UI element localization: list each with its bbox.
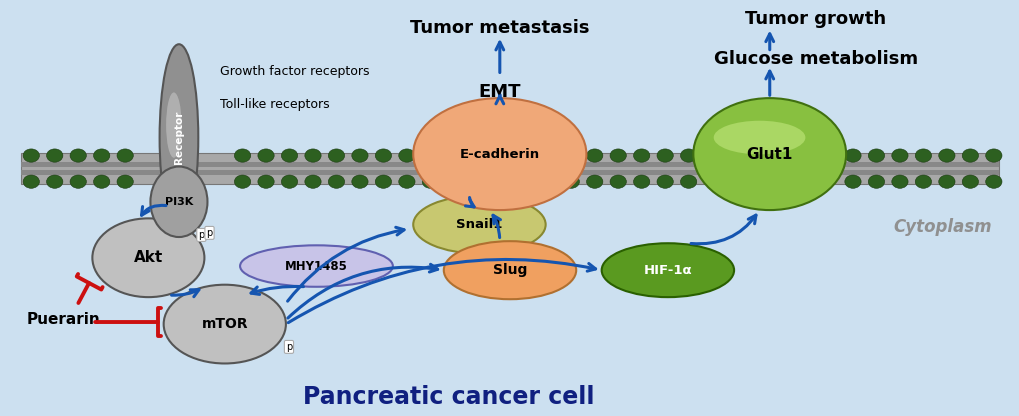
Ellipse shape xyxy=(305,149,321,162)
Ellipse shape xyxy=(961,149,977,162)
Ellipse shape xyxy=(693,98,846,210)
Ellipse shape xyxy=(914,149,930,162)
Ellipse shape xyxy=(375,175,391,188)
Text: E-cadherin: E-cadherin xyxy=(460,148,539,161)
Text: Akt: Akt xyxy=(133,250,163,265)
Ellipse shape xyxy=(844,149,860,162)
Ellipse shape xyxy=(352,175,368,188)
Text: Pancreatic cancer cell: Pancreatic cancer cell xyxy=(303,385,594,409)
Ellipse shape xyxy=(656,149,673,162)
Ellipse shape xyxy=(422,149,438,162)
Ellipse shape xyxy=(562,175,579,188)
Text: Receptor: Receptor xyxy=(174,111,183,164)
Ellipse shape xyxy=(94,149,110,162)
Ellipse shape xyxy=(656,175,673,188)
Ellipse shape xyxy=(47,175,63,188)
Ellipse shape xyxy=(281,175,298,188)
Text: MHY1485: MHY1485 xyxy=(284,260,347,272)
Text: Glut1: Glut1 xyxy=(746,146,792,161)
Ellipse shape xyxy=(680,149,696,162)
Ellipse shape xyxy=(961,175,977,188)
Ellipse shape xyxy=(234,175,251,188)
Ellipse shape xyxy=(398,149,415,162)
FancyBboxPatch shape xyxy=(21,153,998,184)
Ellipse shape xyxy=(891,175,907,188)
Ellipse shape xyxy=(258,175,274,188)
Ellipse shape xyxy=(891,149,907,162)
Text: HIF-1α: HIF-1α xyxy=(643,264,692,277)
Ellipse shape xyxy=(117,149,133,162)
Ellipse shape xyxy=(609,175,626,188)
Ellipse shape xyxy=(601,243,734,297)
Text: Puerarin: Puerarin xyxy=(26,312,100,327)
Ellipse shape xyxy=(258,149,274,162)
Ellipse shape xyxy=(352,149,368,162)
Ellipse shape xyxy=(47,149,63,162)
Ellipse shape xyxy=(413,98,586,210)
FancyBboxPatch shape xyxy=(21,162,998,167)
Ellipse shape xyxy=(239,245,392,287)
Ellipse shape xyxy=(984,175,1001,188)
Text: mTOR: mTOR xyxy=(202,317,248,331)
Ellipse shape xyxy=(23,149,40,162)
Ellipse shape xyxy=(633,175,649,188)
Text: Toll-like receptors: Toll-like receptors xyxy=(219,98,329,111)
Ellipse shape xyxy=(609,149,626,162)
Ellipse shape xyxy=(422,175,438,188)
Ellipse shape xyxy=(117,175,133,188)
Text: p: p xyxy=(198,230,204,240)
Ellipse shape xyxy=(305,175,321,188)
Text: Snail1: Snail1 xyxy=(455,218,502,231)
Ellipse shape xyxy=(70,149,87,162)
Ellipse shape xyxy=(867,149,883,162)
Ellipse shape xyxy=(375,149,391,162)
Ellipse shape xyxy=(633,149,649,162)
Ellipse shape xyxy=(281,149,298,162)
Ellipse shape xyxy=(70,175,87,188)
Text: PI3K: PI3K xyxy=(165,197,193,207)
Ellipse shape xyxy=(562,149,579,162)
Ellipse shape xyxy=(234,149,251,162)
Ellipse shape xyxy=(166,92,181,158)
Text: p: p xyxy=(285,342,291,352)
Ellipse shape xyxy=(914,175,930,188)
Ellipse shape xyxy=(937,175,954,188)
Ellipse shape xyxy=(23,175,40,188)
Ellipse shape xyxy=(159,44,198,231)
Text: Slug: Slug xyxy=(492,263,527,277)
Ellipse shape xyxy=(586,149,602,162)
Ellipse shape xyxy=(713,121,805,154)
Text: Tumor metastasis: Tumor metastasis xyxy=(410,19,589,37)
Ellipse shape xyxy=(413,196,545,254)
Ellipse shape xyxy=(586,175,602,188)
Ellipse shape xyxy=(328,175,344,188)
Text: p: p xyxy=(206,228,212,238)
FancyBboxPatch shape xyxy=(21,170,998,175)
Text: Cytoplasm: Cytoplasm xyxy=(893,218,991,235)
Ellipse shape xyxy=(328,149,344,162)
Ellipse shape xyxy=(150,166,207,237)
Ellipse shape xyxy=(93,218,204,297)
Ellipse shape xyxy=(937,149,954,162)
Ellipse shape xyxy=(94,175,110,188)
Ellipse shape xyxy=(680,175,696,188)
Ellipse shape xyxy=(163,285,285,364)
Ellipse shape xyxy=(984,149,1001,162)
Text: Tumor growth: Tumor growth xyxy=(744,10,886,28)
Text: Glucose metabolism: Glucose metabolism xyxy=(713,50,917,68)
Text: EMT: EMT xyxy=(478,83,521,101)
Ellipse shape xyxy=(844,175,860,188)
Ellipse shape xyxy=(867,175,883,188)
Ellipse shape xyxy=(398,175,415,188)
Text: Growth factor receptors: Growth factor receptors xyxy=(219,64,369,78)
Ellipse shape xyxy=(443,241,576,299)
